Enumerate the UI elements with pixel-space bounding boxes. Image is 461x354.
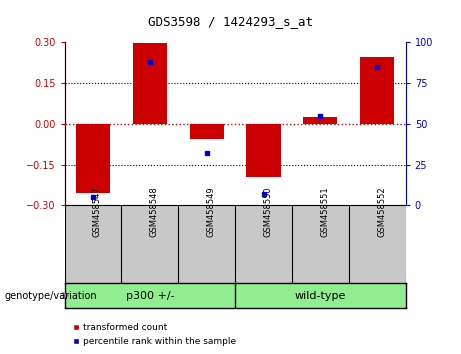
Bar <box>247 124 281 177</box>
Text: GDS3598 / 1424293_s_at: GDS3598 / 1424293_s_at <box>148 15 313 28</box>
Text: p300 +/-: p300 +/- <box>125 291 174 301</box>
Text: GSM458551: GSM458551 <box>320 186 330 237</box>
Bar <box>133 43 167 124</box>
Text: genotype/variation: genotype/variation <box>5 291 97 301</box>
Bar <box>360 57 394 124</box>
Bar <box>189 124 224 139</box>
Legend: transformed count, percentile rank within the sample: transformed count, percentile rank withi… <box>69 320 240 349</box>
Bar <box>303 117 337 124</box>
Text: GSM458548: GSM458548 <box>150 186 159 237</box>
Text: GSM458550: GSM458550 <box>264 186 272 237</box>
Text: GSM458549: GSM458549 <box>207 186 216 237</box>
Bar <box>76 124 110 193</box>
Text: wild-type: wild-type <box>295 291 346 301</box>
Text: GSM458552: GSM458552 <box>377 186 386 237</box>
Text: GSM458547: GSM458547 <box>93 186 102 237</box>
